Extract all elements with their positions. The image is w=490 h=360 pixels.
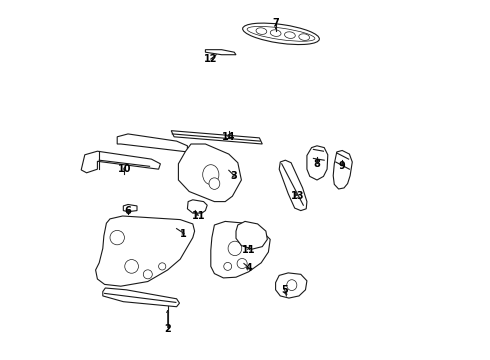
Polygon shape bbox=[211, 221, 270, 278]
Ellipse shape bbox=[110, 230, 124, 245]
Polygon shape bbox=[333, 150, 352, 189]
Polygon shape bbox=[187, 200, 207, 213]
Text: 9: 9 bbox=[339, 161, 345, 171]
Polygon shape bbox=[123, 204, 137, 212]
Text: 14: 14 bbox=[222, 132, 236, 142]
Ellipse shape bbox=[285, 32, 295, 39]
Polygon shape bbox=[275, 273, 307, 298]
Polygon shape bbox=[171, 131, 262, 144]
Ellipse shape bbox=[224, 262, 232, 270]
Polygon shape bbox=[307, 146, 328, 180]
Ellipse shape bbox=[247, 26, 315, 41]
Ellipse shape bbox=[203, 165, 219, 185]
Text: 10: 10 bbox=[118, 164, 131, 174]
Text: 2: 2 bbox=[164, 324, 171, 334]
Ellipse shape bbox=[270, 30, 281, 36]
Text: 1: 1 bbox=[180, 229, 187, 239]
Text: 4: 4 bbox=[245, 263, 252, 273]
Ellipse shape bbox=[256, 28, 267, 34]
Ellipse shape bbox=[228, 241, 242, 256]
Text: 7: 7 bbox=[272, 18, 279, 28]
Ellipse shape bbox=[287, 280, 297, 291]
Text: 13: 13 bbox=[291, 191, 304, 201]
Text: 6: 6 bbox=[124, 206, 131, 216]
Text: 5: 5 bbox=[281, 285, 288, 295]
Polygon shape bbox=[236, 221, 268, 249]
Ellipse shape bbox=[237, 258, 247, 269]
Ellipse shape bbox=[159, 263, 166, 270]
Ellipse shape bbox=[125, 260, 139, 273]
Ellipse shape bbox=[299, 34, 310, 40]
Text: 11: 11 bbox=[242, 245, 255, 255]
Text: 12: 12 bbox=[204, 54, 218, 64]
Text: 8: 8 bbox=[314, 159, 320, 169]
Text: 11: 11 bbox=[192, 211, 205, 221]
Ellipse shape bbox=[143, 270, 152, 279]
Polygon shape bbox=[81, 151, 160, 173]
Polygon shape bbox=[96, 216, 195, 286]
Polygon shape bbox=[117, 134, 187, 152]
Polygon shape bbox=[205, 50, 236, 55]
Text: 3: 3 bbox=[231, 171, 238, 181]
Ellipse shape bbox=[209, 178, 220, 189]
Polygon shape bbox=[279, 160, 307, 211]
Polygon shape bbox=[103, 288, 179, 307]
Polygon shape bbox=[178, 144, 242, 202]
Ellipse shape bbox=[243, 23, 319, 45]
